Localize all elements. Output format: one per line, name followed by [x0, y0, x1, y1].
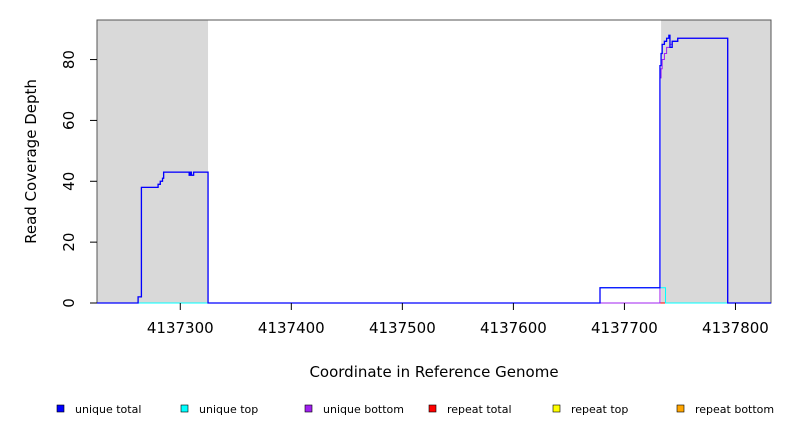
x-tick-label: 4137800 — [702, 319, 769, 337]
legend-swatch — [552, 404, 561, 413]
legend-label: repeat total — [447, 403, 512, 416]
y-tick-label: 0 — [60, 298, 78, 308]
x-tick-label: 4137300 — [147, 319, 214, 337]
legend-swatch — [56, 404, 65, 413]
shaded-regions — [97, 20, 771, 303]
legend-label: unique total — [75, 403, 141, 416]
legend-swatch — [304, 404, 313, 413]
shaded-region-1 — [97, 20, 209, 303]
x-tick-label: 4137700 — [591, 319, 658, 337]
legend-label: unique top — [199, 403, 258, 416]
legend-label: repeat top — [571, 403, 628, 416]
y-tick-label: 20 — [60, 233, 78, 252]
legend: unique total unique top unique bottom repea… — [56, 403, 774, 416]
y-axis-title: Read Coverage Depth — [22, 79, 40, 244]
legend-swatch — [428, 404, 437, 413]
legend-swatch — [180, 404, 189, 413]
y-tick-label: 40 — [60, 172, 78, 191]
legend-swatch — [676, 404, 685, 413]
x-tick-label: 4137600 — [480, 319, 547, 337]
series-lines — [97, 34, 771, 304]
x-tick-label: 4137500 — [369, 319, 436, 337]
x-tick-label: 4137400 — [258, 319, 325, 337]
y-tick-label: 80 — [60, 50, 78, 69]
y-tick-label: 60 — [60, 111, 78, 130]
x-axis: 4137300 4137400 4137500 4137600 4137700 41378… — [147, 303, 769, 337]
series-line-unique-total — [97, 34, 771, 304]
x-axis-title: Coordinate in Reference Genome — [309, 363, 558, 381]
legend-label: unique bottom — [323, 403, 404, 416]
shaded-region-2 — [661, 20, 771, 303]
legend-label: repeat bottom — [695, 403, 774, 416]
y-axis: 0 20 40 60 80 — [60, 50, 97, 308]
